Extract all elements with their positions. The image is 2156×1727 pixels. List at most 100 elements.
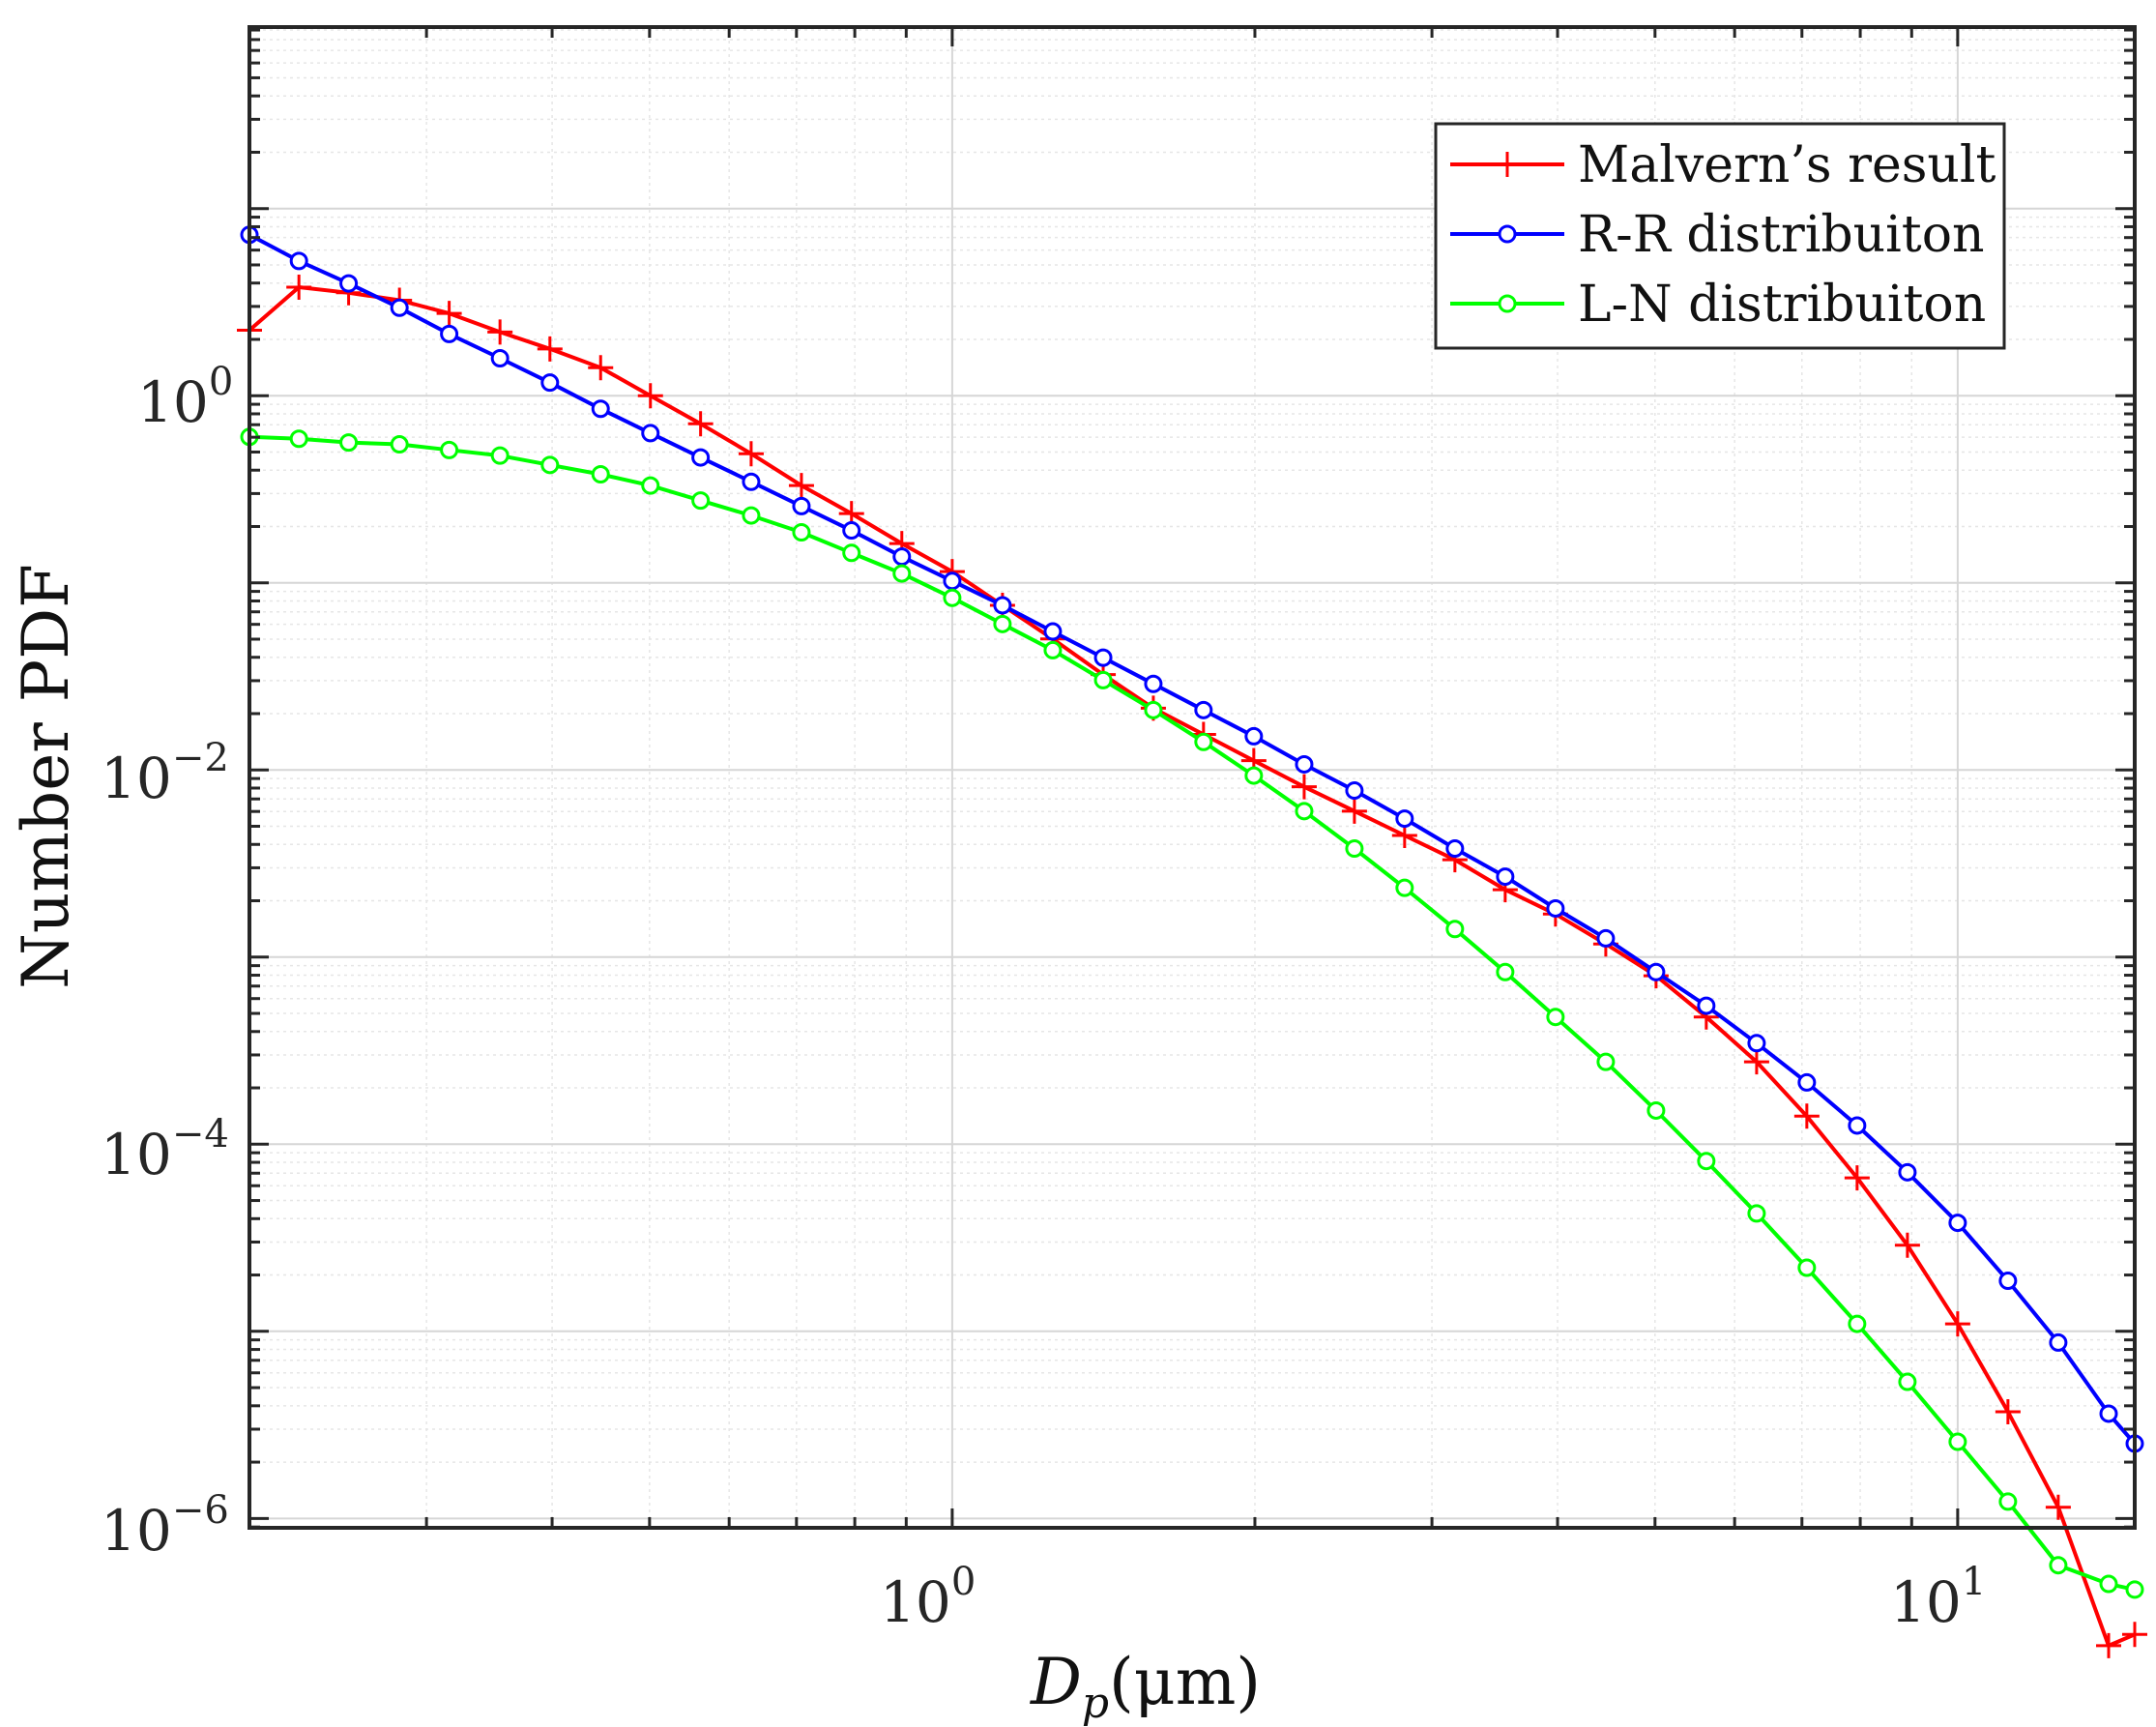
data-point-rr [1546,898,1565,918]
legend-marker-circle-icon [1498,294,1517,313]
data-point-rr [842,521,861,541]
data-point-rr [1093,648,1113,667]
data-point-rr [1747,1034,1766,1053]
data-point-malvern [1291,774,1317,800]
data-point-malvern [2096,1632,2122,1658]
legend-label-ln: L-N distribuiton [1578,276,1986,334]
data-point-ln [691,491,711,511]
data-point-ln [339,433,359,453]
data-point-rr [742,472,761,491]
data-point-rr [1194,700,1213,719]
data-point-rr [1697,996,1716,1015]
data-point-malvern [1944,1311,1970,1337]
data-point-malvern [2045,1494,2071,1520]
data-point-rr [641,424,660,443]
data-point-ln [1898,1372,1917,1391]
data-point-rr [1646,962,1666,981]
data-point-rr [1848,1116,1867,1135]
minor-gridlines [248,27,2135,1528]
data-point-rr [1395,809,1414,829]
data-point-rr [2099,1404,2118,1423]
data-point-malvern [588,355,614,381]
data-point-rr [792,496,811,515]
data-point-malvern [537,336,563,362]
legend: Malvern’s result R-R distribuiton L-N di… [1434,122,2006,350]
data-point-ln [1496,962,1515,981]
legend-marker-plus-icon [1495,152,1520,177]
data-point-ln [2099,1574,2118,1594]
data-point-rr [993,596,1012,615]
data-point-ln [1043,640,1063,659]
data-point-ln [1747,1204,1766,1223]
data-point-ln [842,543,861,563]
series-layer [237,225,2147,1658]
data-point-rr [1144,674,1163,693]
data-point-ln [1194,732,1213,751]
data-point-rr [943,571,962,591]
data-point-ln [792,522,811,542]
data-point-rr [1043,622,1063,641]
data-point-malvern [436,301,462,327]
data-point-ln [1948,1432,1967,1451]
data-point-malvern [1995,1399,2021,1425]
data-point-ln [993,614,1012,633]
data-point-ln [1295,802,1314,821]
data-point-ln [440,440,459,459]
data-point-malvern [1341,798,1367,824]
data-point-ln [742,506,761,525]
data-point-ln [490,446,510,465]
data-point-ln [1998,1492,2018,1511]
data-point-rr [339,274,359,293]
data-point-rr [2049,1332,2068,1352]
data-point-rr [440,324,459,343]
data-point-ln [892,564,912,583]
data-point-ln [289,429,308,449]
y-tick-label-minus4: 10−4 [101,1112,229,1187]
data-point-rr [1998,1272,2018,1291]
data-point-rr [1797,1072,1817,1092]
data-point-ln [1646,1100,1666,1120]
y-tick-label-0: 100 [137,360,233,435]
data-point-ln [2125,1580,2144,1599]
data-point-malvern [1894,1232,1920,1258]
data-point-rr [591,399,610,419]
data-point-rr [1244,726,1264,746]
data-point-malvern [1793,1103,1820,1129]
data-point-ln [591,465,610,484]
data-point-ln [641,476,660,495]
data-point-malvern [687,411,714,437]
data-point-rr [289,251,308,271]
data-point-rr [1496,867,1515,887]
data-point-ln [1697,1152,1716,1171]
data-point-rr [390,298,409,317]
data-point-rr [691,448,711,467]
x-tick-label-10: 101 [1890,1560,1986,1635]
data-point-ln [1093,670,1113,689]
data-point-malvern [738,441,764,467]
data-point-ln [1596,1052,1616,1071]
data-point-ln [1797,1258,1817,1277]
data-point-rr [490,349,510,368]
data-point-rr [1898,1162,1917,1182]
y-tick-label-minus6: 10−6 [101,1488,229,1564]
data-point-malvern [1844,1165,1870,1191]
legend-label-malvern: Malvern’s result [1578,136,1996,194]
data-point-malvern [487,319,513,345]
x-axis-title: Dp(μm) [1030,1645,1261,1727]
data-point-rr [1445,839,1465,859]
data-point-ln [1244,766,1264,785]
data-point-ln [1546,1008,1565,1027]
data-point-ln [1395,878,1414,897]
data-point-rr [1295,754,1314,774]
legend-label-rr: R-R distribuiton [1578,206,1985,264]
data-point-rr [540,373,560,393]
data-point-ln [540,455,560,475]
data-point-rr [892,547,912,567]
y-tick-label-minus2: 10−2 [101,736,229,811]
data-point-rr [1596,928,1616,948]
x-tick-label-1: 100 [880,1560,976,1635]
data-point-malvern [286,274,312,300]
legend-marker-circle-icon [1498,224,1517,244]
data-point-malvern [1743,1049,1769,1075]
